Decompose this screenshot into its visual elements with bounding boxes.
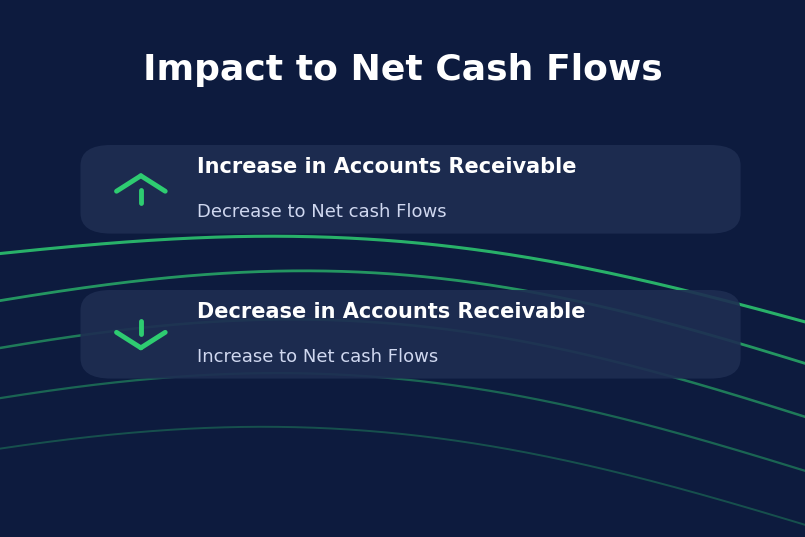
Text: Increase to Net cash Flows: Increase to Net cash Flows — [197, 348, 439, 366]
Text: Decrease to Net cash Flows: Decrease to Net cash Flows — [197, 203, 447, 221]
Text: Increase in Accounts Receivable: Increase in Accounts Receivable — [197, 157, 576, 177]
Text: Impact to Net Cash Flows: Impact to Net Cash Flows — [142, 53, 663, 87]
FancyBboxPatch shape — [80, 290, 741, 379]
FancyBboxPatch shape — [16, 11, 789, 526]
Text: Decrease in Accounts Receivable: Decrease in Accounts Receivable — [197, 302, 586, 322]
FancyBboxPatch shape — [80, 145, 741, 234]
